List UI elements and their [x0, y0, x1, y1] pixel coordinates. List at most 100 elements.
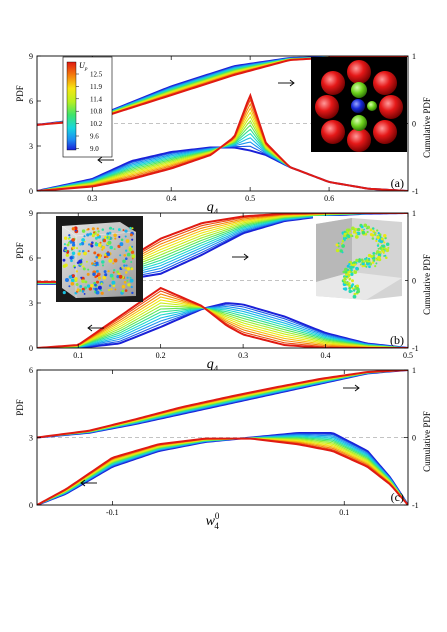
particle	[367, 253, 372, 258]
particle	[63, 243, 66, 246]
particle	[101, 264, 105, 267]
particle	[355, 258, 359, 263]
particle	[342, 278, 346, 282]
particle	[368, 265, 371, 269]
particle	[363, 223, 367, 228]
particle	[89, 232, 93, 236]
particle	[96, 253, 100, 257]
particle	[385, 242, 390, 247]
particle	[67, 241, 71, 244]
particle	[101, 245, 106, 250]
particle	[120, 238, 124, 242]
particle	[109, 226, 113, 230]
particle	[106, 252, 111, 257]
particle	[381, 244, 386, 248]
particle	[103, 270, 107, 274]
x-axis-label: w0 4	[206, 511, 220, 531]
x-tick-label: 0.4	[166, 194, 176, 203]
particle	[127, 283, 131, 287]
particle	[80, 276, 83, 279]
particle	[62, 258, 66, 262]
particle	[86, 233, 90, 237]
particle	[71, 274, 75, 278]
particle	[94, 260, 96, 263]
particle	[346, 281, 349, 283]
inset-box-right	[313, 216, 405, 302]
particle	[377, 247, 380, 250]
particle	[129, 233, 133, 237]
colorbar-tick-label: 9.0	[90, 145, 99, 153]
y-tick-label: 6	[29, 97, 33, 106]
y-tick-label: 9	[29, 52, 33, 61]
particle	[373, 233, 377, 236]
particle	[112, 262, 115, 265]
x-tick-label: 0.3	[238, 351, 248, 360]
red-sphere	[315, 95, 339, 119]
particle	[71, 238, 75, 242]
x-axis-label-main: w	[206, 514, 216, 529]
particle	[367, 257, 371, 260]
particle	[371, 261, 375, 264]
particle	[108, 259, 113, 263]
particle	[129, 278, 134, 283]
particle	[88, 287, 93, 291]
particle	[365, 227, 369, 230]
particle	[106, 236, 109, 239]
particle	[126, 276, 129, 279]
particle	[91, 227, 95, 231]
particle	[348, 289, 352, 294]
particle	[101, 260, 105, 264]
y-right-axis-label: Cumulative PDF	[422, 254, 432, 315]
particle	[343, 280, 347, 284]
particle	[97, 285, 102, 290]
particle	[376, 244, 380, 247]
particle	[349, 277, 352, 280]
particle	[385, 256, 388, 259]
particle	[350, 284, 354, 288]
x-tick-label: 0.1	[73, 351, 83, 360]
particle	[118, 274, 123, 279]
particle	[360, 258, 364, 262]
particle	[351, 290, 353, 293]
particle	[335, 248, 340, 253]
particle	[350, 263, 353, 267]
x-axis-label: q4	[207, 200, 219, 217]
particle	[69, 256, 73, 260]
particle	[94, 287, 98, 291]
y-tick-label: 0	[29, 187, 33, 196]
particle	[117, 228, 121, 232]
arrow-right-cdf-head	[289, 79, 295, 87]
particle	[99, 241, 102, 244]
x-tick-label: 0.4	[321, 351, 331, 360]
particle	[70, 282, 75, 286]
particle	[375, 258, 378, 261]
particle	[74, 229, 77, 232]
particle	[122, 229, 125, 232]
particle	[119, 254, 122, 257]
particle	[346, 264, 350, 268]
particle	[95, 261, 99, 265]
particle	[84, 280, 88, 284]
inset-box-left	[56, 216, 143, 302]
cumulative-pdf-series-14	[37, 370, 408, 439]
particle	[343, 230, 347, 234]
particle	[71, 227, 76, 231]
red-sphere	[347, 60, 371, 84]
particle	[361, 228, 364, 232]
particle	[76, 288, 80, 292]
x-tick-label: -0.1	[106, 508, 119, 517]
particle	[125, 264, 128, 267]
particle	[353, 292, 357, 296]
particle	[104, 273, 108, 277]
particle	[122, 259, 126, 264]
particle	[67, 237, 70, 240]
particle	[347, 270, 351, 274]
particle	[131, 291, 134, 295]
particle	[94, 242, 98, 245]
particle	[368, 262, 371, 265]
x-axis-label-sub: 4	[214, 207, 219, 217]
particle	[372, 252, 376, 255]
particle	[351, 287, 354, 290]
particle	[117, 244, 121, 249]
particle	[102, 275, 107, 280]
